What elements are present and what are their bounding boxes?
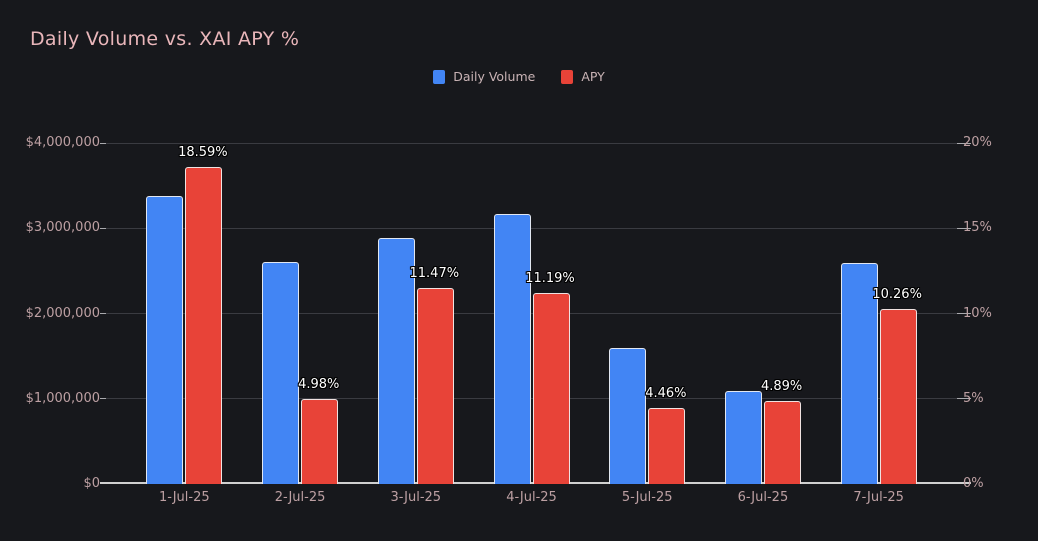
x-axis-label: 7-Jul-25 <box>853 490 904 505</box>
bar-apy[interactable] <box>301 399 339 484</box>
bar-daily-volume[interactable] <box>724 391 762 484</box>
apy-value-label: 18.59% <box>178 145 228 161</box>
bar-apy[interactable] <box>532 293 570 484</box>
y-axis-label-left: $0 <box>83 476 100 491</box>
bar-daily-volume[interactable] <box>609 347 647 484</box>
apy-value-label: 4.46% <box>645 385 687 401</box>
bar-daily-volume[interactable] <box>146 195 184 484</box>
bar-apy[interactable] <box>648 407 686 484</box>
tick-mark-left <box>100 227 106 229</box>
tick-mark-right <box>957 482 971 484</box>
tick-mark-left <box>100 313 106 314</box>
x-axis-label: 4-Jul-25 <box>506 490 557 505</box>
bar-apy[interactable] <box>763 400 801 484</box>
bar-daily-volume[interactable] <box>377 237 415 484</box>
apy-value-label: 4.98% <box>298 377 340 393</box>
y-axis-label-right: 10% <box>963 305 992 321</box>
gridline <box>106 398 957 400</box>
y-axis-label-left: $2,000,000 <box>25 305 100 321</box>
apy-value-label: 11.19% <box>525 271 575 287</box>
legend: Daily Volume APY <box>0 69 1038 84</box>
x-axis-label: 3-Jul-25 <box>390 490 442 505</box>
apy-value-label: 10.26% <box>872 287 922 303</box>
bar-apy[interactable] <box>879 309 917 484</box>
apy-value-label: 4.89% <box>760 378 803 394</box>
bar-apy[interactable] <box>416 288 454 484</box>
y-axis-label-left: $1,000,000 <box>25 390 100 406</box>
tick-mark-left <box>100 142 106 144</box>
legend-label-daily-volume: Daily Volume <box>453 69 536 84</box>
y-axis-label-right: 5% <box>963 390 984 406</box>
y-axis-label-right: 0% <box>963 476 984 491</box>
x-axis-label: 1-Jul-25 <box>159 490 210 505</box>
chart-title: Daily Volume vs. XAI APY % <box>30 28 300 50</box>
x-axis-baseline <box>106 482 957 484</box>
y-axis-label-left: $3,000,000 <box>25 220 100 236</box>
y-axis-label-right: 15% <box>963 220 992 236</box>
legend-swatch-apy-icon <box>561 69 574 84</box>
x-axis-label: 5-Jul-25 <box>621 490 673 505</box>
bar-daily-volume[interactable] <box>840 263 878 484</box>
y-axis-label-left: $4,000,000 <box>25 135 100 150</box>
legend-label-apy: APY <box>581 69 605 84</box>
tick-mark-right <box>957 227 971 229</box>
bar-apy[interactable] <box>185 167 223 484</box>
x-axis-label: 6-Jul-25 <box>737 490 789 505</box>
bar-daily-volume[interactable] <box>262 262 300 484</box>
bar-daily-volume[interactable] <box>493 213 531 484</box>
legend-item-apy[interactable]: APY <box>561 69 605 84</box>
y-axis-label-right: 20% <box>963 135 992 150</box>
tick-mark-right <box>957 313 971 314</box>
tick-mark-right <box>957 142 971 144</box>
gridline <box>106 227 957 229</box>
plot-area: 18.59% 4.98% 11.47% 11.19% 4.46% 4.89% 10.26% <box>100 142 971 484</box>
x-axis-label: 2-Jul-25 <box>274 490 326 505</box>
gridline <box>106 313 957 314</box>
apy-value-label: 11.47% <box>409 266 460 282</box>
legend-item-daily-volume[interactable]: Daily Volume <box>433 69 535 84</box>
tick-mark-left <box>100 398 106 400</box>
gridline <box>106 142 957 144</box>
tick-mark-left <box>100 482 106 484</box>
tick-mark-right <box>957 398 971 400</box>
legend-swatch-daily-volume-icon <box>433 69 446 84</box>
